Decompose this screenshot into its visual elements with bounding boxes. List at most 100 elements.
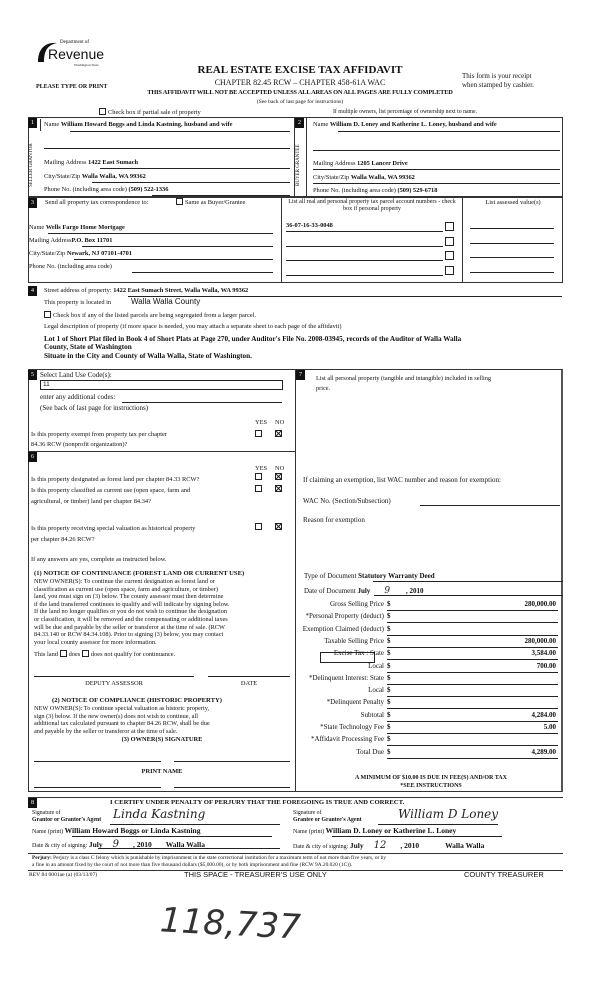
doc-date-field[interactable]: Date of Document July 9 , 2010 — [304, 586, 424, 596]
historic-yes-checkbox[interactable] — [255, 523, 264, 531]
street-address-field[interactable]: Street address of property: 1422 East Su… — [44, 287, 248, 294]
forest-land-question: Is this property designated as forest la… — [31, 476, 200, 483]
line — [387, 634, 558, 636]
seller-city-field[interactable]: City/State/Zip Walla Walla, WA 99362 — [44, 173, 146, 180]
no-header: NO — [275, 419, 285, 426]
personal-property-checkbox[interactable] — [445, 236, 456, 247]
buyer-address-field[interactable]: Mailing Address 1205 Lancer Drive — [313, 160, 408, 167]
line — [332, 836, 502, 837]
seller-name-field[interactable]: Name William Howard Boggs and Linda Kast… — [44, 121, 232, 128]
forest-yes-checkbox[interactable] — [255, 473, 264, 481]
tax-city-field[interactable]: City/State/Zip Newark, NJ 07101-4701 — [29, 250, 132, 257]
land-use-code: 11 — [43, 381, 50, 388]
label: Mailing Address — [44, 159, 87, 166]
grantee-signature[interactable]: William D Loney — [398, 807, 499, 821]
print-name-line-2[interactable] — [174, 787, 290, 788]
exempt-no-checkbox[interactable] — [275, 430, 284, 438]
tax-row[interactable]: *Delinquent Penalty $ — [300, 698, 562, 710]
owner-signature-line-2[interactable] — [174, 761, 290, 762]
tax-row[interactable]: Excise Tax : State $ 3,584.00 — [300, 649, 562, 661]
assessed-value-field[interactable] — [470, 242, 554, 244]
grantee-name-field[interactable]: Name (print) William D. Loney or Katheri… — [293, 826, 456, 836]
additional-codes-field[interactable] — [122, 402, 282, 403]
label: Street address of property: — [44, 287, 112, 294]
segregated-checkbox[interactable]: Check box if any of the listed parcels a… — [44, 311, 256, 319]
line — [313, 169, 560, 170]
section-8-number: 8 — [28, 798, 37, 808]
notice-continuance-line: NEW OWNER(S): To continue the current de… — [34, 578, 215, 585]
buyer-city-field[interactable]: City/State/Zip Walla Walla, WA 99362 — [313, 174, 415, 181]
tax-name-field[interactable]: Name Wells Fargo Home Mortgage — [29, 224, 125, 231]
does-not-checkbox[interactable] — [81, 650, 89, 657]
deputy-assessor-line[interactable] — [34, 676, 194, 677]
if-yes-note: If any answers are yes, complete as inst… — [31, 556, 167, 563]
grantor-agent-label: Grantor or Grantor's Agent — [32, 817, 102, 823]
owner-signature-label: (3) OWNER(S) SIGNATURE — [121, 736, 203, 743]
tax-row[interactable]: Taxable Selling Price $ 280,000.00 — [300, 637, 562, 648]
partial-sale-label: Check box if partial sale of property — [108, 109, 201, 116]
line — [286, 274, 443, 276]
grantor-date-field[interactable]: Date & city of signing: July 9 , 2010 Walla… — [32, 839, 205, 851]
grantee-date-field[interactable]: Date & city of signing: July 12 , 2010 Wall… — [293, 840, 484, 852]
grantee-year: , 2010 — [400, 841, 420, 850]
historic-no-checkbox[interactable] — [275, 523, 284, 531]
tax-row-label: *Affidavit Processing Fee — [311, 735, 384, 744]
grantor-signature[interactable]: Linda Kastning — [113, 807, 206, 821]
local-tax-rate-box[interactable] — [320, 652, 375, 663]
personal-property-checkbox[interactable] — [445, 265, 456, 276]
assessed-value-field[interactable] — [470, 257, 554, 258]
doc-year: , 2010 — [406, 587, 424, 595]
county-value[interactable]: Walla Walla County — [131, 297, 201, 306]
deputy-assessor-label: DEPUTY ASSESSOR — [85, 680, 143, 687]
buyer-name-field[interactable]: Name William D. Loney and Katherine L. L… — [313, 121, 497, 128]
forest-no-checkbox[interactable] — [275, 473, 284, 481]
label: City/State/Zip — [313, 174, 350, 181]
minimum-due-note: A MINIMUM OF $10.00 IS DUE IN FEE(S) AND… — [355, 775, 507, 781]
seller-address-field[interactable]: Mailing Address 1422 East Sumach — [44, 159, 138, 166]
tax-row[interactable]: Total Due $ 4,289.00 — [300, 748, 562, 759]
assessor-date-line[interactable] — [208, 676, 290, 677]
parcel-number[interactable]: 36-07-16-33-0048 — [286, 222, 333, 229]
label: Date & city of signing: — [32, 843, 88, 849]
doc-type-field[interactable]: Type of Document Statutory Warranty Deed — [304, 572, 435, 580]
tax-row[interactable]: Local $ — [300, 686, 562, 698]
tax-row[interactable]: *Delinquent Interest: State $ — [300, 674, 562, 685]
same-as-buyer-checkbox[interactable]: Same as Buyer/Grantee — [176, 198, 245, 206]
label: City/State/Zip — [44, 173, 81, 180]
tax-row[interactable]: Exemption Claimed (deduct) $ — [300, 625, 562, 636]
land-use-code-select[interactable]: 11 — [40, 380, 283, 390]
tax-row[interactable]: *Affidavit Processing Fee $ — [300, 735, 562, 747]
print-name-line[interactable] — [34, 787, 161, 788]
owner-signature-line[interactable] — [34, 761, 161, 762]
wac-field[interactable] — [420, 505, 560, 506]
seller-phone: (509) 522-1336 — [128, 186, 169, 193]
tax-address-field[interactable]: Mailing AddressP.O. Box 11701 — [29, 237, 112, 244]
grantor-name-field[interactable]: Name (print) William Howard Boggs or Lin… — [32, 826, 200, 836]
personal-property-checkbox[interactable] — [445, 251, 456, 261]
tax-row[interactable]: Subtotal $ 4,284.00 — [300, 711, 562, 722]
seller-phone-field[interactable]: Phone No. (including area code) (509) 52… — [44, 186, 168, 193]
dollar-sign: $ — [387, 661, 391, 670]
buyer-phone-field[interactable]: Phone No. (including area code) (509) 52… — [313, 187, 437, 194]
tax-row[interactable]: Local $ 700.00 — [300, 662, 562, 673]
tax-row-label: *Personal Property (deduct) — [305, 612, 384, 621]
current-use-no-checkbox[interactable] — [275, 485, 284, 493]
assessed-value-field[interactable] — [470, 271, 554, 273]
exempt-yes-checkbox[interactable] — [255, 430, 264, 438]
does-checkbox[interactable] — [59, 650, 67, 657]
tax-phone-field[interactable] — [132, 272, 273, 273]
label: Mailing Address — [313, 160, 356, 167]
assessed-value-field[interactable] — [470, 228, 554, 229]
exemption-label: If claiming an exemption, list WAC numbe… — [303, 476, 501, 484]
line — [286, 231, 443, 232]
dollar-sign: $ — [387, 673, 391, 682]
current-use-yes-checkbox[interactable] — [255, 485, 264, 493]
perjury-label: Perjury: — [32, 855, 52, 861]
personal-property-checkbox[interactable] — [445, 222, 456, 232]
receipt-line-1: This form is your receipt — [462, 72, 532, 80]
partial-sale-checkbox[interactable]: Check box if partial sale of property — [99, 108, 201, 116]
tax-row[interactable]: Gross Selling Price $ 280,000.00 — [300, 600, 562, 611]
tax-row-label: *Delinquent Interest: State — [308, 673, 384, 682]
tax-row[interactable]: *Personal Property (deduct) $ — [300, 612, 562, 624]
tax-row[interactable]: *State Technology Fee $ 5.00 — [300, 723, 562, 734]
